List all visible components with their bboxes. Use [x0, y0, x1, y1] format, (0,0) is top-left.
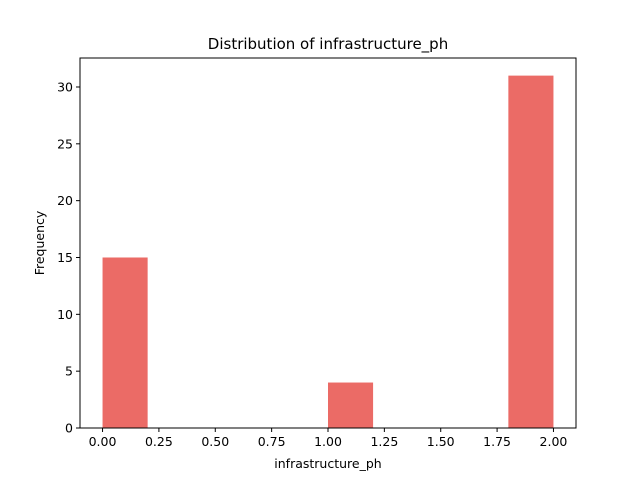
x-axis-ticks: 0.00 0.25 0.50 0.75 1.00 1.25 1.50 1.75 2.00	[89, 428, 568, 449]
x-tick-label: 2.00	[540, 434, 568, 449]
histogram-bar	[508, 75, 554, 428]
x-tick-label: 0.25	[145, 434, 173, 449]
y-tick-label: 5	[65, 364, 73, 379]
y-tick-label: 30	[57, 79, 73, 94]
y-axis-ticks: 0 5 10 15 20 25 30	[57, 79, 80, 436]
y-axis-label: Frequency	[32, 210, 47, 275]
y-tick-label: 0	[65, 421, 73, 436]
x-tick-label: 0.75	[258, 434, 286, 449]
histogram-bar	[328, 382, 374, 428]
y-tick-label: 15	[57, 250, 73, 265]
x-tick-label: 1.50	[427, 434, 455, 449]
chart-title: Distribution of infrastructure_ph	[208, 35, 448, 54]
x-tick-label: 1.25	[370, 434, 398, 449]
x-tick-label: 1.75	[483, 434, 511, 449]
histogram-bar	[102, 257, 148, 428]
plot-frame	[79, 57, 577, 429]
x-axis-label: infrastructure_ph	[274, 456, 381, 471]
x-tick-label: 1.00	[314, 434, 342, 449]
y-tick-label: 10	[57, 307, 73, 322]
y-tick-label: 25	[57, 136, 73, 151]
bars-group	[102, 75, 554, 428]
x-tick-label: 0.50	[201, 434, 229, 449]
x-tick-label: 0.00	[89, 434, 117, 449]
y-tick-label: 20	[57, 193, 73, 208]
